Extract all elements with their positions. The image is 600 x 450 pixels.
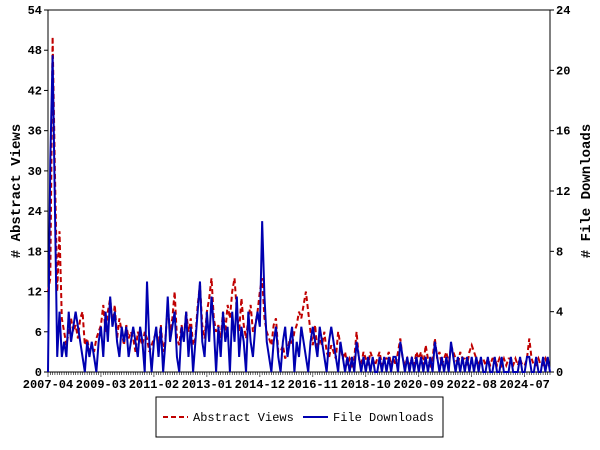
x-tick-label: 2022-08	[446, 378, 496, 392]
y-tick-label: 42	[28, 84, 42, 98]
legend-label: Abstract Views	[193, 411, 294, 425]
y2-tick-label: 0	[556, 366, 563, 380]
x-tick-label: 2016-11	[288, 378, 338, 392]
x-tick-label: 2013-01	[182, 378, 232, 392]
y-tick-label: 6	[35, 326, 42, 340]
y2-axis-label: # File Downloads	[579, 124, 595, 258]
x-tick-label: 2011-02	[129, 378, 179, 392]
y-axis-label: # Abstract Views	[9, 124, 25, 258]
y-tick-label: 30	[28, 165, 42, 179]
legend-box	[155, 396, 444, 438]
plot-frame	[47, 9, 551, 373]
y-tick-label: 48	[28, 44, 42, 58]
x-tick-label: 2024-07	[499, 378, 549, 392]
legend-label: File Downloads	[333, 411, 434, 425]
y2-tick-label: 8	[556, 245, 563, 259]
y-tick-label: 12	[28, 286, 42, 300]
y2-tick-label: 20	[556, 64, 570, 78]
y-tick-label: 36	[28, 125, 42, 139]
series-line	[47, 36, 550, 369]
y-tick-label: 18	[28, 245, 42, 259]
y-tick-label: 0	[35, 366, 42, 380]
y-tick-label: 54	[28, 4, 42, 18]
y-tick-label: 24	[28, 205, 42, 219]
x-tick-label: 2009-03	[76, 378, 126, 392]
x-tick-label: 2007-04	[23, 378, 73, 392]
y2-tick-label: 16	[556, 125, 570, 139]
x-tick-label: 2018-10	[341, 378, 391, 392]
y2-tick-label: 12	[556, 185, 570, 199]
x-tick-label: 2020-09	[394, 378, 444, 392]
series-line	[47, 55, 551, 373]
x-tick-label: 2014-12	[235, 378, 285, 392]
y2-tick-label: 24	[556, 4, 570, 18]
y2-tick-label: 4	[556, 306, 563, 320]
